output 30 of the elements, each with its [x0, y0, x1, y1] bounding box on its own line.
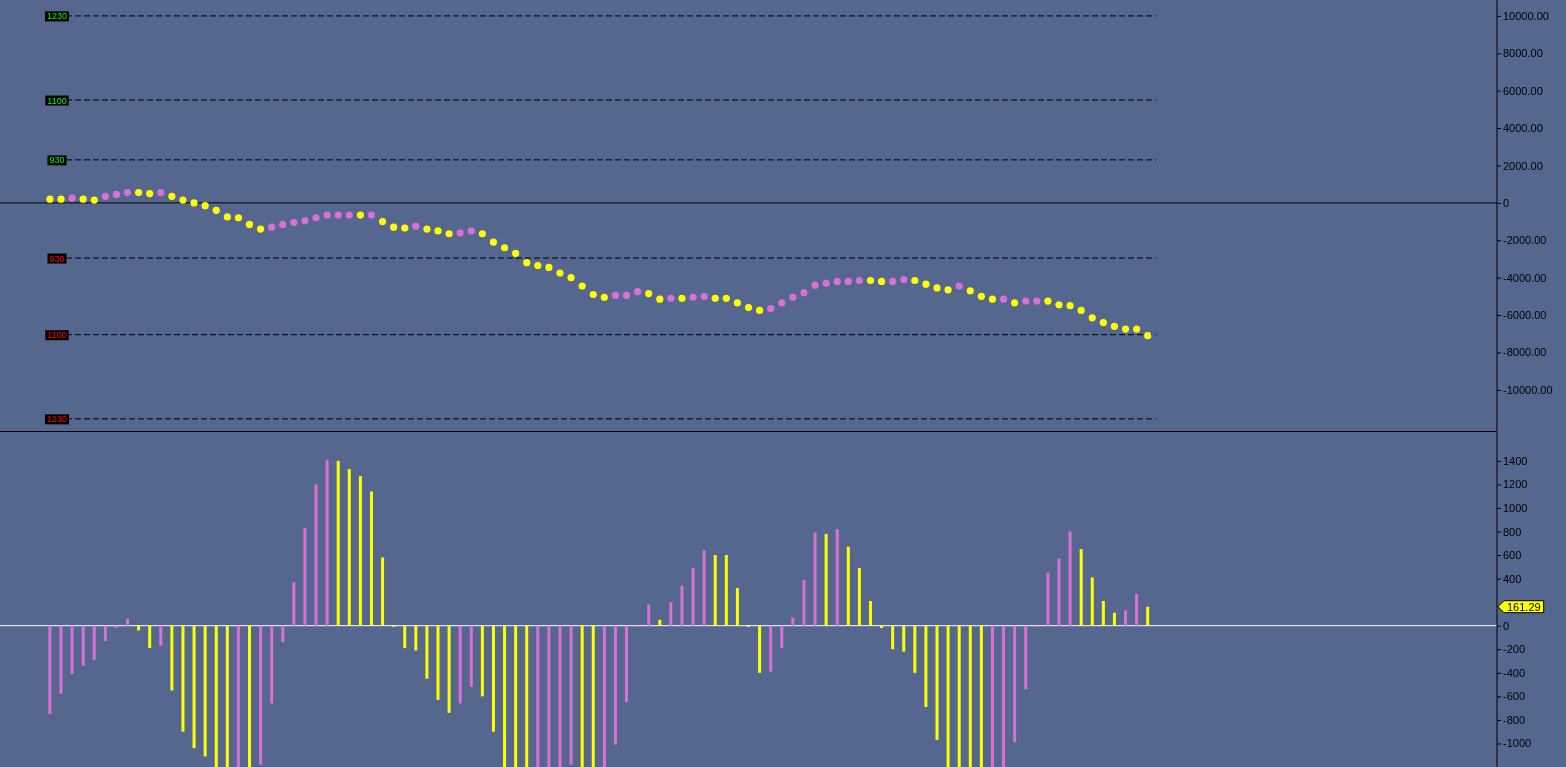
y-tick-label: 1000	[1503, 501, 1528, 514]
text: 161.29	[1507, 600, 1541, 613]
y-tick-label: -8000.00	[1503, 346, 1547, 359]
y-tick-label: 4000.00	[1503, 122, 1543, 135]
annotation: 930	[49, 155, 65, 166]
y-tick-label: 1400	[1503, 454, 1528, 467]
y-tick-label: -10000.00	[1503, 383, 1553, 396]
y-tick-label: 8000.00	[1503, 47, 1543, 60]
y-tick-label: -600	[1503, 690, 1526, 703]
y-tick-label: 10000.00	[1503, 9, 1549, 22]
y-tick-label: -400	[1503, 666, 1526, 679]
y-tick-label: -4000.00	[1503, 271, 1547, 284]
annotation: 930	[49, 253, 65, 264]
y-tick-label: 6000.00	[1503, 84, 1543, 97]
y-tick-label: 400	[1503, 572, 1522, 585]
y-tick-label: -6000.00	[1503, 309, 1547, 322]
annotation: 1100	[47, 95, 67, 106]
annotation: 1100	[47, 330, 67, 341]
y-tick-label: 1200	[1503, 478, 1528, 491]
y-tick-label: -1000	[1503, 737, 1532, 750]
y-tick-label: 0	[1503, 196, 1510, 209]
y-tick-label: 800	[1503, 525, 1522, 538]
y-tick-label: 600	[1503, 549, 1522, 562]
annotation: 1230	[46, 11, 68, 22]
y-tick-label: 0	[1503, 619, 1510, 632]
y-tick-label: 2000.00	[1503, 159, 1543, 172]
y-tick-label: -800	[1503, 713, 1526, 726]
y-tick-label: -2000.00	[1503, 234, 1547, 247]
annotation: 1230	[46, 414, 68, 425]
y-tick-label: -200	[1503, 643, 1526, 656]
